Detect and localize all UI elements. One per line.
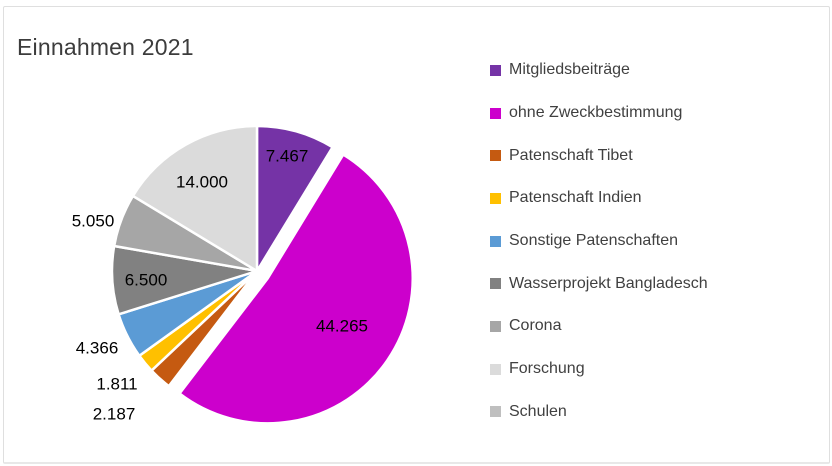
legend-swatch-icon bbox=[490, 150, 501, 162]
legend-swatch-icon bbox=[490, 192, 501, 204]
pie-slice-value-wasserprojekt-bangladesch: 6.500 bbox=[124, 270, 168, 290]
legend-label: Wasserprojekt Bangladesch bbox=[509, 274, 708, 292]
legend-label: Corona bbox=[509, 317, 562, 335]
legend-label: Mitgliedsbeiträge bbox=[509, 61, 630, 79]
pie-slice-value-mitgliedsbeiträge: 7.467 bbox=[265, 146, 309, 166]
legend-label: Sonstige Patenschaften bbox=[509, 232, 679, 250]
legend-item-sonstige-patenschaften[interactable]: Sonstige Patenschaften bbox=[490, 220, 708, 263]
legend-swatch-icon bbox=[490, 107, 501, 119]
pie-slice-value-ohne-zweckbestimmung: 44.265 bbox=[316, 316, 368, 336]
pie-slice-ohne-zweckbestimmung[interactable] bbox=[178, 153, 414, 425]
legend-swatch-icon bbox=[490, 278, 501, 290]
pie-slice-value-forschung: 14.000 bbox=[176, 172, 228, 192]
legend-label: Patenschaft Indien bbox=[509, 189, 642, 207]
legend-item-forschung[interactable]: Forschung bbox=[490, 348, 708, 391]
legend-item-mitgliedsbeiträge[interactable]: Mitgliedsbeiträge bbox=[490, 49, 708, 92]
legend-item-corona[interactable]: Corona bbox=[490, 305, 708, 348]
legend-label: Schulen bbox=[509, 402, 567, 420]
pie-slice-value-sonstige-patenschaften: 4.366 bbox=[75, 338, 119, 358]
legend-item-schulen[interactable]: Schulen bbox=[490, 391, 708, 434]
legend-item-patenschaft-indien[interactable]: Patenschaft Indien bbox=[490, 177, 708, 220]
legend-item-ohne-zweckbestimmung[interactable]: ohne Zweckbestimmung bbox=[490, 92, 708, 135]
legend-item-wasserprojekt-bangladesch[interactable]: Wasserprojekt Bangladesch bbox=[490, 262, 708, 305]
pie-slice-value-corona: 5.050 bbox=[71, 211, 115, 231]
legend-swatch-icon bbox=[490, 64, 501, 76]
legend-swatch-icon bbox=[490, 235, 501, 247]
pie-slice-forschung[interactable] bbox=[131, 124, 259, 273]
legend-label: Forschung bbox=[509, 360, 585, 378]
legend-label: ohne Zweckbestimmung bbox=[509, 104, 683, 122]
legend-swatch-icon bbox=[490, 363, 501, 375]
legend-swatch-icon bbox=[490, 406, 501, 418]
legend-swatch-icon bbox=[490, 320, 501, 332]
chart-title: Einnahmen 2021 bbox=[17, 34, 194, 60]
chart-legend: Mitgliedsbeiträge ohne Zweckbestimmung Pat… bbox=[490, 49, 708, 433]
legend-label: Patenschaft Tibet bbox=[509, 146, 633, 164]
pie-slice-value-patenschaft-indien: 1.811 bbox=[96, 374, 138, 394]
pie-slice-value-patenschaft-tibet: 2.187 bbox=[92, 404, 136, 424]
legend-item-patenschaft-tibet[interactable]: Patenschaft Tibet bbox=[490, 134, 708, 177]
